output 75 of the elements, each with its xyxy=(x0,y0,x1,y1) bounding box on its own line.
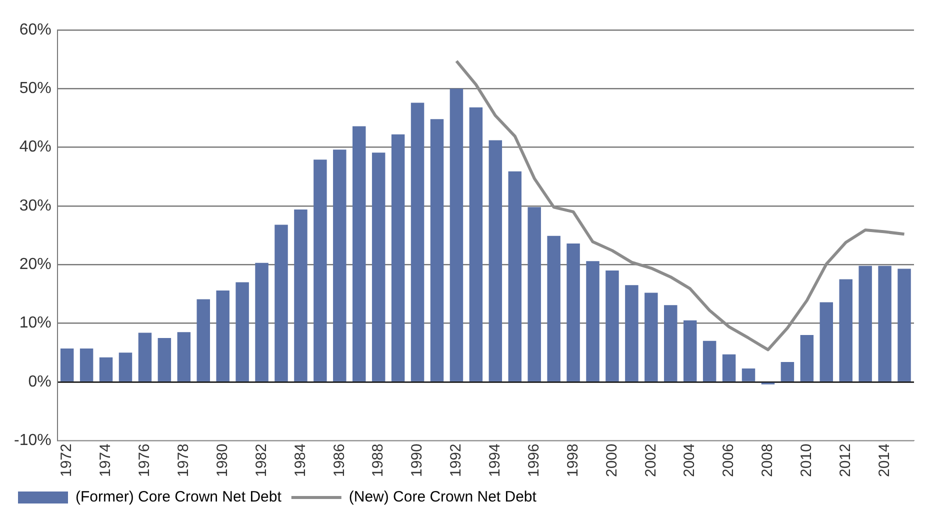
bar xyxy=(664,305,678,382)
x-tick-label: 2002 xyxy=(642,444,660,478)
bar xyxy=(858,266,872,382)
bar xyxy=(528,207,541,382)
bar xyxy=(274,224,288,382)
bar xyxy=(333,150,346,382)
bar xyxy=(99,357,113,382)
bar xyxy=(878,266,892,382)
bar xyxy=(196,299,210,382)
bar xyxy=(508,171,522,382)
y-tick-label: 0% xyxy=(28,373,52,390)
x-tick-label: 1978 xyxy=(175,444,192,478)
legend-label: (Former) Core Crown Net Debt xyxy=(76,488,282,506)
x-tick-label: 2014 xyxy=(876,444,893,478)
bar xyxy=(644,292,658,382)
x-tick-label: 1996 xyxy=(525,444,542,478)
bar xyxy=(780,362,794,382)
bar xyxy=(216,290,230,382)
bar xyxy=(60,348,74,382)
bar xyxy=(547,236,560,382)
bar xyxy=(898,268,911,382)
x-tick-label: 2008 xyxy=(759,444,776,478)
bar xyxy=(372,152,386,382)
y-tick-label: 20% xyxy=(19,256,52,274)
y-tick-label: 50% xyxy=(19,80,52,98)
x-tick-label: 1988 xyxy=(370,444,387,478)
bar xyxy=(118,352,132,382)
bar xyxy=(391,134,405,382)
x-tick-label: 1976 xyxy=(136,444,154,478)
x-tick-label: 2006 xyxy=(720,444,738,478)
bar xyxy=(158,338,172,382)
x-tick-label: 1972 xyxy=(58,444,76,478)
x-tick-label: 1980 xyxy=(214,444,231,478)
x-tick-label: 2004 xyxy=(681,444,698,478)
x-tick-label: 1986 xyxy=(330,444,348,478)
bar xyxy=(138,332,152,382)
bar xyxy=(800,335,814,382)
y-tick-label: -10% xyxy=(14,432,52,450)
y-tick-label: 40% xyxy=(19,138,52,156)
bar xyxy=(839,279,852,382)
bar xyxy=(469,107,483,382)
x-tick-label: 2000 xyxy=(603,444,620,478)
x-tick-label: 1992 xyxy=(448,444,465,478)
legend-label: (New) Core Crown Net Debt xyxy=(348,488,538,506)
x-tick-label: 2010 xyxy=(798,444,816,478)
bar xyxy=(177,332,191,382)
x-tick-label: 1982 xyxy=(252,444,270,478)
x-tick-label: 2012 xyxy=(837,444,854,478)
x-tick-label: 1974 xyxy=(97,444,114,478)
bar xyxy=(625,285,638,382)
bar xyxy=(606,270,619,382)
bar xyxy=(352,126,366,382)
bar xyxy=(586,261,600,382)
y-tick-label: 30% xyxy=(19,197,52,214)
bar xyxy=(80,348,94,382)
bar xyxy=(722,354,736,382)
y-tick-label: 10% xyxy=(19,314,52,332)
y-tick-label: 60% xyxy=(19,21,52,38)
bar xyxy=(410,102,424,382)
bar xyxy=(820,302,834,382)
x-tick-label: 1998 xyxy=(564,444,582,478)
bar xyxy=(450,88,464,382)
bar xyxy=(702,340,716,382)
bar xyxy=(255,262,268,382)
x-tick-label: 1994 xyxy=(486,444,504,478)
bar xyxy=(314,160,327,382)
bar xyxy=(742,368,756,382)
x-tick-label: 1990 xyxy=(408,444,426,478)
bar xyxy=(566,244,580,382)
bar xyxy=(488,140,502,382)
x-tick-label: 1984 xyxy=(292,444,309,478)
bar xyxy=(236,282,249,382)
bar xyxy=(430,119,444,382)
bar xyxy=(294,210,308,382)
bar xyxy=(683,320,697,382)
